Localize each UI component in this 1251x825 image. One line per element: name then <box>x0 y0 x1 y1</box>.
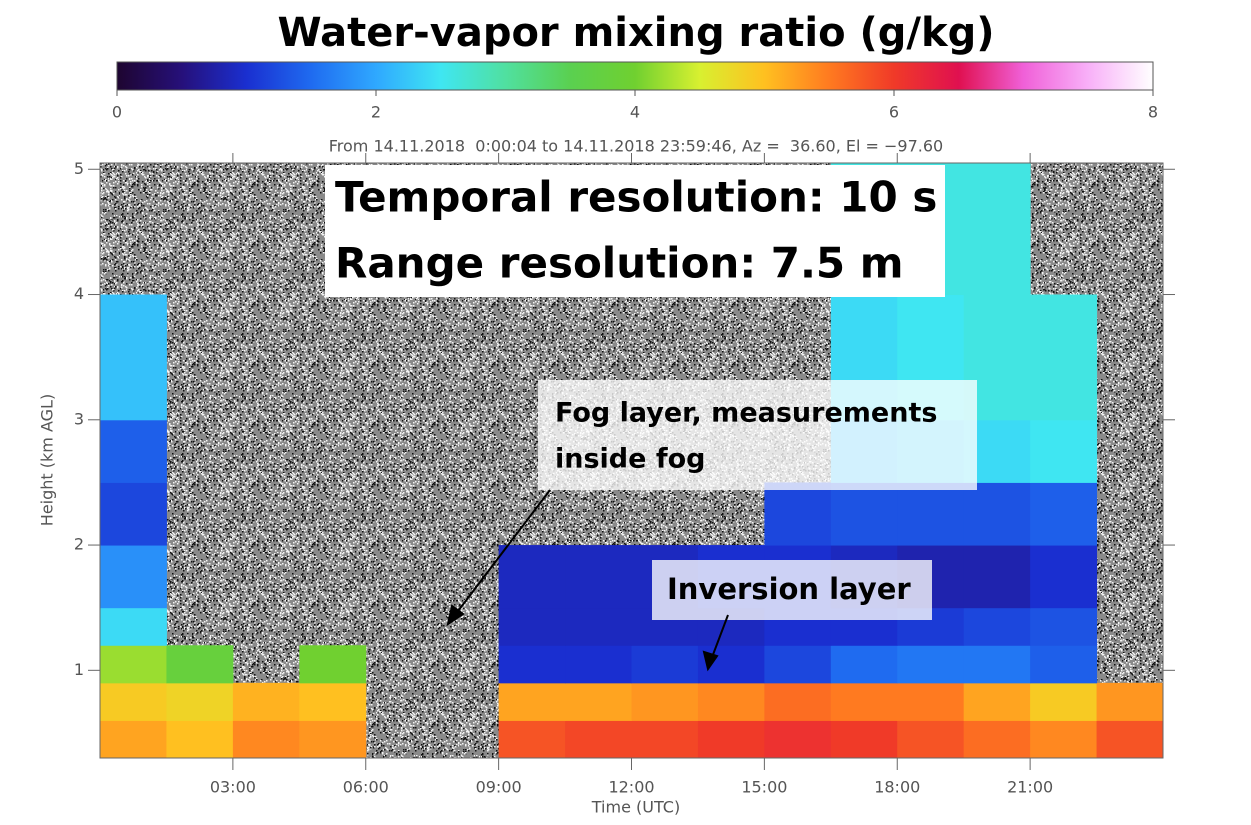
arrows <box>446 489 729 672</box>
x-tick-label: 15:00 <box>741 778 787 797</box>
annotation: Fog layer, measurements <box>555 398 937 429</box>
cell <box>565 607 632 646</box>
cell <box>565 720 632 758</box>
cell <box>1030 419 1098 483</box>
cell <box>764 720 832 758</box>
x-tick-label: 18:00 <box>874 778 920 797</box>
cell <box>565 645 632 684</box>
arrow <box>710 614 729 661</box>
cell <box>498 607 566 646</box>
cell <box>764 482 832 546</box>
cell <box>100 545 167 609</box>
cell <box>963 482 1031 546</box>
cell <box>631 720 699 758</box>
cell <box>963 645 1031 684</box>
arrow-head <box>702 650 719 672</box>
cell <box>830 682 898 721</box>
cell <box>1030 682 1098 721</box>
cell <box>232 682 300 721</box>
cell <box>100 419 167 483</box>
cell <box>897 720 965 758</box>
cell <box>498 682 566 721</box>
y-tick-label: 2 <box>74 535 84 554</box>
cell <box>1096 682 1163 721</box>
cell <box>1030 482 1098 546</box>
cell <box>897 482 965 546</box>
annotation-box <box>652 560 932 620</box>
title-box <box>258 8 1023 62</box>
chart-title: Water-vapor mixing ratio (g/kg) <box>277 10 994 56</box>
cell <box>299 645 367 684</box>
cell <box>764 682 832 721</box>
y-tick-label: 4 <box>74 284 84 303</box>
cell <box>697 682 765 721</box>
subtitle: From 14.11.2018 0:00:04 to 14.11.2018 23… <box>329 137 943 156</box>
annotation-box <box>538 380 977 490</box>
x-tick-label: 03:00 <box>210 778 256 797</box>
cell <box>565 545 632 609</box>
cell <box>299 720 367 758</box>
cell <box>897 682 965 721</box>
x-tick-label: 21:00 <box>1007 778 1053 797</box>
cell <box>963 720 1031 758</box>
cell <box>897 645 965 684</box>
annotation: Inversion layer <box>667 572 911 606</box>
cell <box>100 607 167 646</box>
cell <box>232 720 300 758</box>
cell <box>1030 545 1098 609</box>
arrow-head <box>446 604 465 627</box>
cell <box>963 163 1031 296</box>
cell <box>166 682 234 721</box>
cell <box>1030 720 1098 758</box>
x-axis-label: Time (UTC) <box>591 798 680 817</box>
cell <box>100 294 167 421</box>
cell <box>100 682 167 721</box>
cell <box>498 720 566 758</box>
cell <box>963 607 1031 646</box>
y-tick-label: 1 <box>74 660 84 679</box>
cell <box>697 720 765 758</box>
cell <box>1030 607 1098 646</box>
cell <box>100 645 167 684</box>
x-tick-label: 09:00 <box>476 778 522 797</box>
cell <box>830 645 898 684</box>
colorbar-tick-label: 6 <box>889 103 899 122</box>
y-tick-label: 5 <box>74 159 84 178</box>
cell <box>498 545 566 609</box>
cell <box>100 482 167 546</box>
cell <box>631 645 699 684</box>
colorbar-tick-label: 8 <box>1148 103 1158 122</box>
cell <box>565 682 632 721</box>
annotation-box <box>325 165 945 297</box>
cell <box>1030 294 1098 421</box>
annotation: inside fog <box>555 444 705 475</box>
cell <box>830 720 898 758</box>
cell <box>963 545 1031 609</box>
colorbar-tick-label: 0 <box>112 103 122 122</box>
annotation: Temporal resolution: 10 s <box>335 173 937 222</box>
cell <box>764 645 832 684</box>
y-axis-label: Height (km AGL) <box>38 394 57 526</box>
cell <box>166 720 234 758</box>
cell <box>1096 720 1163 758</box>
x-tick-label: 06:00 <box>343 778 389 797</box>
cell <box>299 682 367 721</box>
cell <box>166 645 234 684</box>
y-tick-label: 3 <box>74 409 84 428</box>
x-tick-label: 12:00 <box>608 778 654 797</box>
colorbar-tick-label: 2 <box>371 103 381 122</box>
cell <box>1030 645 1098 684</box>
cell <box>963 682 1031 721</box>
colorbar-tick-label: 4 <box>630 103 640 122</box>
colorbar <box>116 61 1154 91</box>
cell <box>498 645 566 684</box>
annotation: Range resolution: 7.5 m <box>335 239 904 288</box>
cell <box>830 482 898 546</box>
arrow <box>454 489 551 616</box>
cell <box>100 720 167 758</box>
cell <box>631 682 699 721</box>
